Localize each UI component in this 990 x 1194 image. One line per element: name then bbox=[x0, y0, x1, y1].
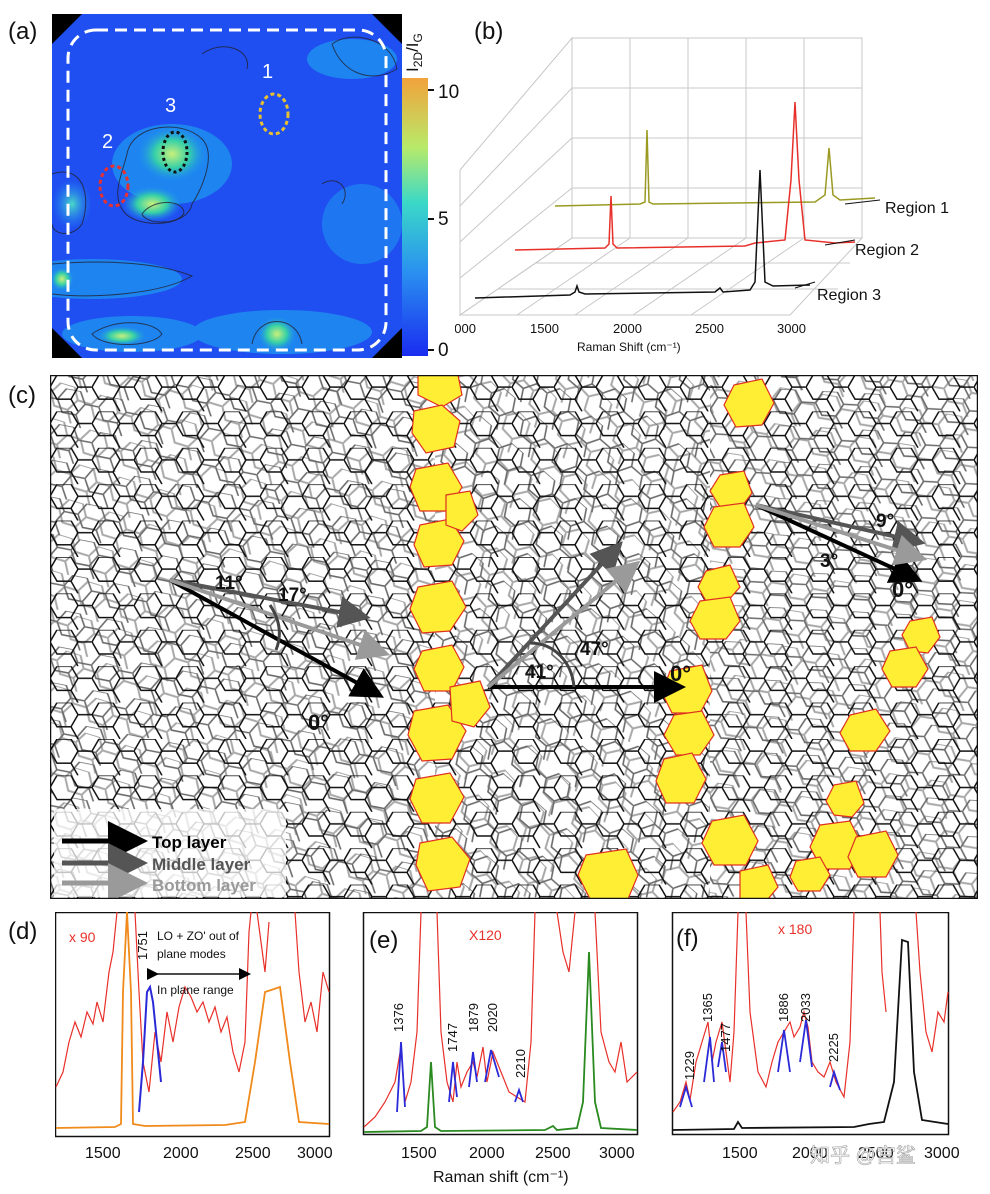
panel-e-peak-1879: 1879 bbox=[466, 1003, 481, 1032]
panel-f-xtick-2000: 2000 bbox=[792, 1145, 828, 1162]
panel-d-xtick-2000: 2000 bbox=[163, 1145, 199, 1162]
panel-d-spectrum: x 90 1751 LO + ZO' out of plane modes In… bbox=[55, 912, 333, 1162]
panel-b-xlabel: Raman Shift (cm⁻¹) bbox=[577, 340, 681, 354]
angle-middle-41: 41° bbox=[525, 662, 554, 683]
panel-f-peak-1229: 1229 bbox=[682, 1051, 697, 1080]
panel-d-annotation-2: plane modes bbox=[157, 947, 226, 961]
panel-b-xtick-2500: 2500 bbox=[695, 321, 724, 336]
panel-b-label: (b) bbox=[474, 18, 504, 45]
panel-f-peak-2225: 2225 bbox=[826, 1033, 841, 1062]
angle-right-0: 0° bbox=[892, 577, 913, 602]
panel-d-red-trace bbox=[55, 912, 330, 1093]
legend-top-layer: Top layer bbox=[152, 833, 227, 852]
panel-f-label: (f) bbox=[676, 925, 699, 952]
panel-e-multiplier: X120 bbox=[469, 927, 502, 943]
series-label-region-2: Region 2 bbox=[855, 242, 919, 259]
spectrum-region-1 bbox=[554, 129, 876, 207]
angle-middle-0: 0° bbox=[670, 661, 691, 686]
panel-d-blue-fit bbox=[138, 984, 162, 1113]
panel-f-multiplier: x 180 bbox=[778, 921, 812, 937]
panel-e-blue-fit bbox=[396, 1041, 524, 1113]
panel-d-peak-1751: 1751 bbox=[135, 931, 150, 960]
panel-e-green-trace bbox=[363, 951, 638, 1133]
panel-f-xtick-1500: 1500 bbox=[722, 1145, 758, 1162]
panel-e-peak-2020: 2020 bbox=[485, 1003, 500, 1032]
region-label-3: 3 bbox=[165, 95, 176, 117]
panel-b-xtick-1500: 1500 bbox=[530, 321, 559, 336]
legend-middle-layer: Middle layer bbox=[152, 855, 251, 874]
panel-f-blue-fit bbox=[679, 1019, 841, 1108]
panel-e-peak-1376: 1376 bbox=[391, 1003, 406, 1032]
panel-e-xtick-3000: 3000 bbox=[599, 1145, 635, 1162]
watermark: 知乎 @宫鲨 bbox=[810, 1144, 916, 1167]
colorbar-title: I2D/IG bbox=[403, 33, 425, 72]
panel-f-black-trace bbox=[672, 938, 949, 1131]
colorbar-tick-0: 0 bbox=[438, 340, 449, 358]
panel-f-peak-1365: 1365 bbox=[700, 993, 715, 1022]
panel-c-label: (c) bbox=[8, 382, 36, 409]
panel-e-xtick-2000: 2000 bbox=[469, 1145, 505, 1162]
panel-f-xtick-2500: 2500 bbox=[858, 1145, 894, 1162]
panel-a-colorbar: I2D/IG 10 5 0 bbox=[402, 33, 459, 358]
panel-e-xtick-1500: 1500 bbox=[401, 1145, 437, 1162]
panel-d-xtick-1500: 1500 bbox=[85, 1145, 121, 1162]
angle-left-0: 0° bbox=[308, 710, 329, 735]
panel-f-xtick-3000: 3000 bbox=[924, 1145, 960, 1162]
panel-e-label: (e) bbox=[369, 927, 398, 954]
region-label-2: 2 bbox=[102, 131, 113, 153]
spectrum-region-2 bbox=[514, 101, 856, 251]
panel-e-peak-1747: 1747 bbox=[445, 1023, 460, 1052]
panel-d-xtick-3000: 3000 bbox=[297, 1145, 333, 1162]
panel-e-xlabel: Raman shift (cm⁻¹) bbox=[433, 1169, 569, 1186]
angle-middle-47: 47° bbox=[580, 639, 609, 660]
panel-d-xtick-2500: 2500 bbox=[235, 1145, 271, 1162]
panel-d-multiplier: x 90 bbox=[69, 929, 96, 945]
panel-e-xtick-2500: 2500 bbox=[535, 1145, 571, 1162]
panel-b-xtick-1000: 1000 bbox=[455, 321, 476, 336]
series-label-region-1: Region 1 bbox=[885, 200, 949, 217]
panel-e-spectrum: (e) X120 1376 1747 1879 2020 2210 1500 2… bbox=[362, 912, 639, 1186]
panel-b-xtick-2000: 2000 bbox=[613, 321, 642, 336]
panel-f-peak-2033: 2033 bbox=[798, 993, 813, 1022]
panel-d-label: (d) bbox=[8, 918, 38, 945]
panel-f-spectrum: (f) x 180 1229 1365 1477 1886 2033 2225 … bbox=[671, 912, 960, 1167]
angle-right-9: 9° bbox=[876, 511, 894, 532]
legend-bottom-layer: Bottom layer bbox=[152, 876, 256, 895]
colorbar-tick-5: 5 bbox=[438, 209, 449, 230]
panel-f-peak-1886: 1886 bbox=[776, 993, 791, 1022]
spectrum-region-3 bbox=[474, 169, 811, 299]
panel-b-xtick-3000: 3000 bbox=[777, 321, 806, 336]
panel-c-lattice: 11° 17° 0° 41° 47° 0° 9° 3° 0° Top layer… bbox=[50, 375, 978, 899]
angle-right-3: 3° bbox=[820, 551, 838, 572]
angle-left-11: 11° bbox=[215, 573, 243, 594]
region-label-1: 1 bbox=[262, 61, 273, 83]
panel-a-label: (a) bbox=[8, 18, 38, 45]
panel-d-orange-trace bbox=[55, 912, 330, 1129]
panel-a-raman-map: 1 2 3 bbox=[52, 14, 402, 358]
series-label-region-3: Region 3 bbox=[817, 287, 881, 304]
panel-f-peak-1477: 1477 bbox=[718, 1023, 733, 1052]
panel-d-annotation-3: In plane range bbox=[157, 983, 234, 997]
panel-d-annotation-1: LO + ZO' out of bbox=[157, 929, 240, 943]
panel-b-3d-spectra: Region 1 Region 2 Region 3 1000 1500 200… bbox=[455, 36, 949, 354]
panel-e-peak-2210: 2210 bbox=[513, 1049, 528, 1078]
angle-left-17: 17° bbox=[278, 585, 307, 606]
colorbar-tick-10: 10 bbox=[438, 82, 459, 103]
